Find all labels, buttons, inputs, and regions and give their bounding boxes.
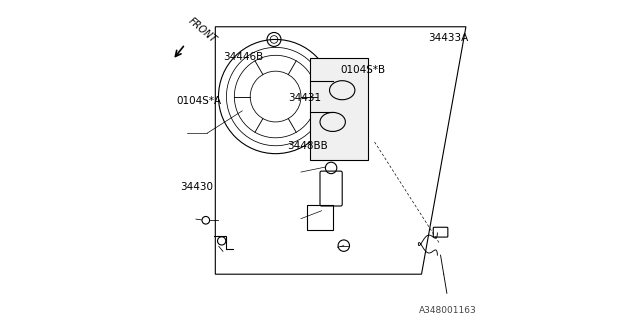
Text: 34430: 34430 [180,182,212,192]
Text: A348001163: A348001163 [419,307,477,316]
Text: 3448BB: 3448BB [287,141,328,151]
Text: 0104S*A: 0104S*A [177,96,221,106]
Polygon shape [310,59,367,160]
Text: 34433A: 34433A [428,33,468,43]
Text: 0104S*B: 0104S*B [340,65,386,75]
Text: FRONT: FRONT [187,16,219,44]
Text: 34446B: 34446B [223,52,264,62]
Text: 34431: 34431 [288,93,321,103]
